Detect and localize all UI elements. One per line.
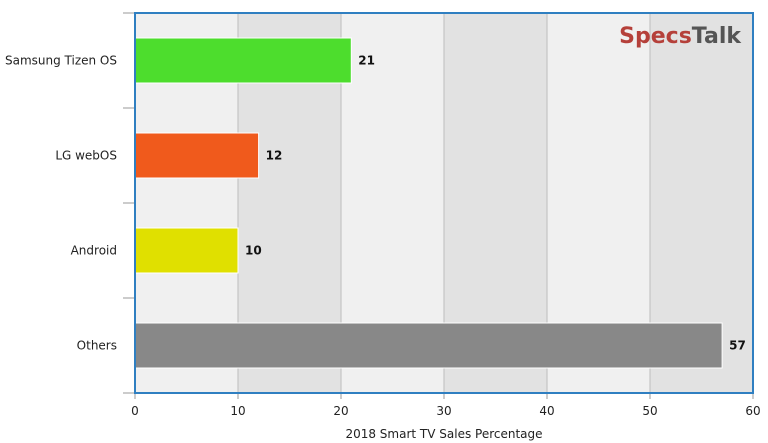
brand-logo-part2: Talk <box>692 24 743 49</box>
x-tick-label: 40 <box>539 404 554 418</box>
value-label: 12 <box>266 149 283 163</box>
category-label: LG webOS <box>55 149 117 163</box>
value-label: 57 <box>729 339 746 353</box>
category-label: Others <box>77 339 117 353</box>
category-labels: Samsung Tizen OS LG webOS Android Others <box>5 54 117 353</box>
x-tick-label: 30 <box>436 404 451 418</box>
x-tick-label: 10 <box>230 404 245 418</box>
brand-logo-part1: Specs <box>619 24 692 49</box>
x-tick-label: 50 <box>642 404 657 418</box>
x-tick-label: 20 <box>333 404 348 418</box>
bar <box>134 322 723 369</box>
category-label: Android <box>71 244 117 258</box>
brand-logo: SpecsTalk <box>619 24 742 49</box>
x-axis-title: 2018 Smart TV Sales Percentage <box>345 427 542 441</box>
x-tick-label: 60 <box>745 404 760 418</box>
x-tick-label: 0 <box>131 404 139 418</box>
plot-frame <box>134 12 754 394</box>
value-label: 21 <box>358 54 375 68</box>
bar <box>134 132 260 179</box>
category-label: Samsung Tizen OS <box>5 54 117 68</box>
bars <box>134 37 723 369</box>
bar <box>134 37 352 84</box>
value-label: 10 <box>245 244 262 258</box>
x-tick-labels: 0 10 20 30 40 50 60 <box>131 404 760 418</box>
value-labels: 21 12 10 57 <box>245 54 746 353</box>
bar <box>134 227 239 274</box>
